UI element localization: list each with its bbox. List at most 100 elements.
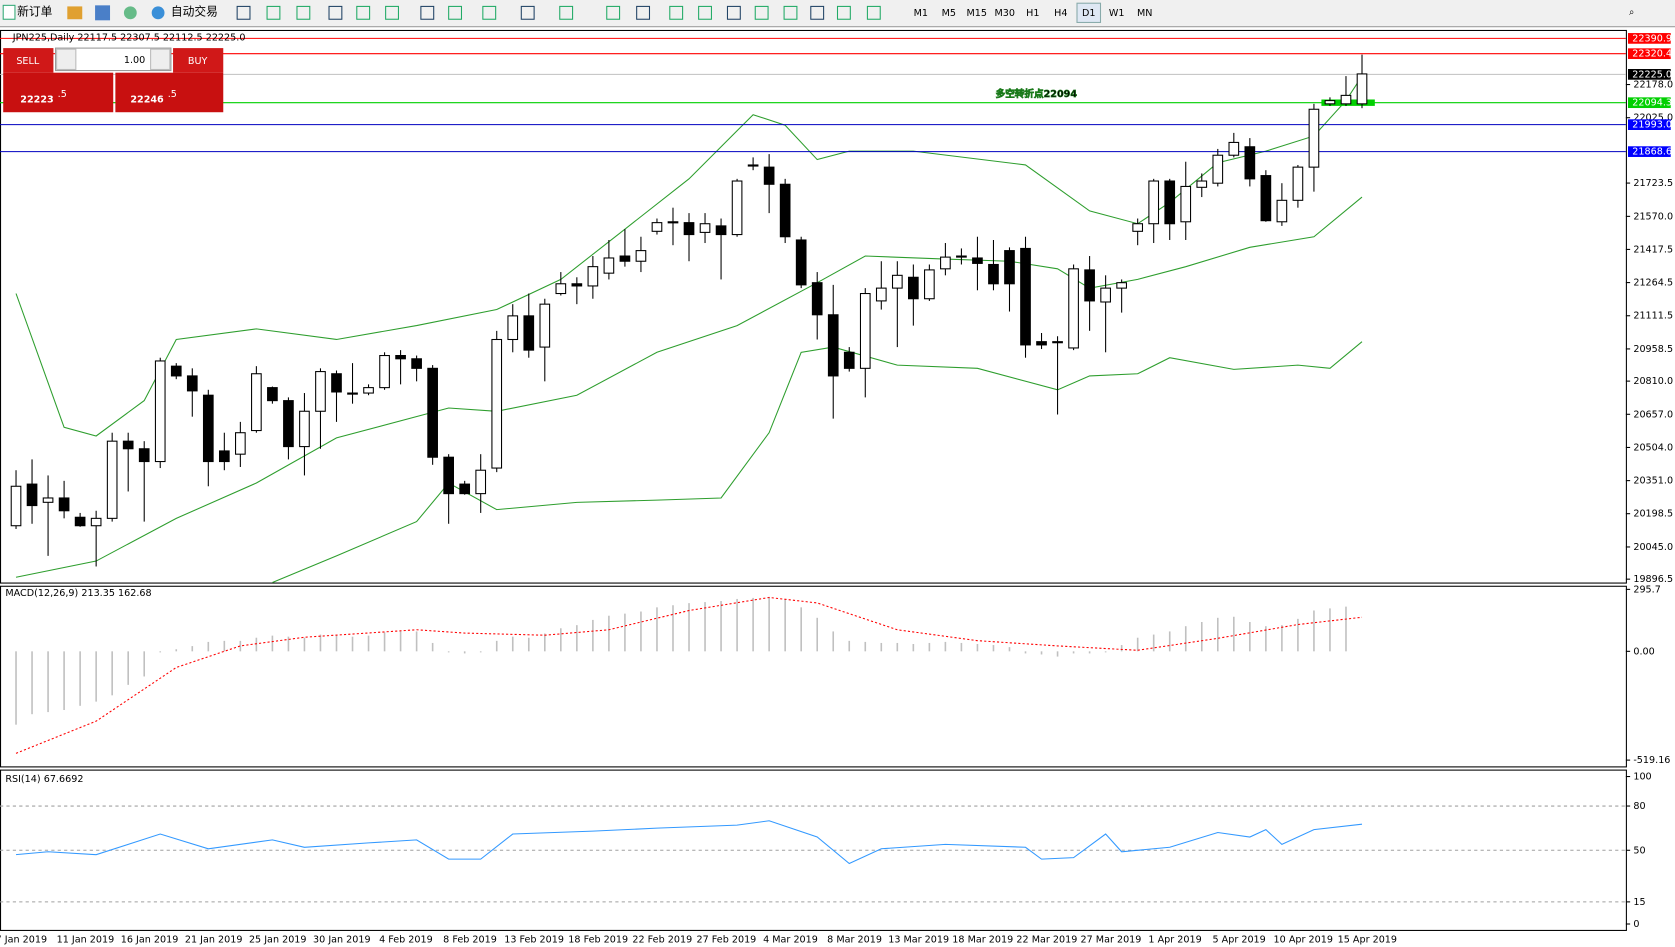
candle-body (859, 293, 871, 369)
candle-body (715, 225, 727, 236)
candle-body (1132, 223, 1144, 232)
price-level-label: 22320.4 (1632, 49, 1672, 60)
tool-icon[interactable] (754, 5, 769, 20)
tool-icon[interactable] (810, 5, 825, 20)
tool-icon[interactable] (236, 5, 251, 20)
price-level-label: 21993.0 (1632, 120, 1672, 131)
tool-icon[interactable] (698, 5, 712, 20)
timeframe-button[interactable]: M1 (914, 8, 928, 19)
x-tick-label: 22 Feb 2019 (632, 935, 692, 946)
timeframe-button[interactable]: D1 (1082, 8, 1096, 19)
candle-body (42, 497, 54, 503)
candle-body (940, 256, 951, 270)
timeframe-button[interactable]: H4 (1054, 8, 1067, 19)
candle-body (363, 387, 374, 394)
candle-body (667, 221, 679, 224)
new-order-button[interactable]: 新订单 (2, 4, 53, 20)
tool-icon[interactable] (520, 5, 535, 20)
timeframe-button[interactable]: M15 (967, 8, 988, 19)
tool-icon[interactable] (482, 5, 497, 20)
button-label: 自动交易 (171, 4, 218, 18)
candle-body (10, 485, 22, 527)
y-tick-label: 21264.5 (1633, 278, 1673, 289)
macd-signal (15, 596, 1363, 754)
ask-box[interactable] (115, 72, 224, 113)
timeframe-button[interactable]: H1 (1026, 8, 1039, 19)
auto-trading-button[interactable]: 自动交易 (151, 4, 218, 20)
y-tick-label: 21723.5 (1633, 178, 1673, 189)
timeframe-button[interactable]: M5 (942, 8, 956, 19)
lots-up[interactable] (150, 48, 171, 71)
tool-icon[interactable] (328, 5, 343, 20)
y-tick-label: 22025.0 (1633, 113, 1673, 124)
icon (151, 6, 165, 20)
tool-icon[interactable] (266, 5, 281, 20)
candle-body (491, 338, 503, 469)
sell-label: SELL (16, 56, 40, 67)
bid-pips: .5 (58, 89, 67, 100)
tool-icon[interactable] (296, 5, 311, 20)
macd-chart: 295.7 0.00 -519.16 (15, 584, 1670, 766)
y-tick-label: 21111.5 (1633, 311, 1673, 322)
icon[interactable] (123, 6, 137, 20)
candle-body (603, 257, 615, 274)
candle-body (827, 314, 839, 377)
candle-body (186, 375, 198, 392)
price-level-box (1627, 33, 1671, 44)
sell-button[interactable] (3, 48, 54, 73)
icon[interactable] (67, 6, 83, 20)
bid-box[interactable] (3, 72, 114, 113)
x-tick-label: 5 Apr 2019 (1213, 935, 1266, 946)
price-level-label: 21868.6 (1632, 147, 1672, 158)
candle-body (699, 223, 711, 233)
tool-icon[interactable] (559, 5, 574, 20)
timeframe-button[interactable]: M30 (995, 8, 1016, 19)
price-chart: 22178.0 22025.0 21723.5 21570.0 21417.5 21264… (0, 33, 1673, 585)
tool-icon[interactable] (866, 5, 881, 20)
x-tick-label: 10 Apr 2019 (1274, 935, 1333, 946)
price-level-box (1627, 146, 1671, 157)
search-icon[interactable]: ⌕ (1629, 7, 1634, 18)
timeframe-button[interactable]: MN (1137, 8, 1152, 19)
candle-body (539, 303, 551, 348)
y-tick-label: 50 (1633, 845, 1645, 856)
y-tick-label: 15 (1633, 897, 1645, 908)
tool-icon[interactable] (420, 5, 435, 20)
lots-down[interactable] (56, 48, 77, 71)
candle-body (1212, 154, 1224, 184)
rsi-line (15, 820, 1363, 865)
buy-button[interactable] (173, 48, 224, 73)
timeframe-button[interactable]: W1 (1109, 8, 1125, 19)
lots-input[interactable] (55, 47, 172, 72)
timeframe-bar: M1 M5 M15 M30 H1 H4 D1 W1 MN (914, 2, 1152, 23)
candle-body (1228, 141, 1240, 156)
candle-body (875, 287, 887, 302)
tool-icon[interactable] (783, 5, 798, 20)
candle-body (331, 373, 342, 393)
x-tick-label: 27 Mar 2019 (1081, 935, 1142, 946)
price-level-box (1627, 119, 1671, 130)
icon[interactable] (95, 5, 111, 21)
tool-icon[interactable] (836, 5, 851, 20)
tool-icon[interactable] (385, 5, 399, 20)
candle-body (1116, 282, 1127, 289)
tool-icon[interactable] (726, 5, 741, 20)
tool-icon[interactable] (356, 5, 371, 20)
tool-icon[interactable] (669, 5, 684, 20)
icon (2, 4, 16, 20)
y-tick-label: 20504.0 (1633, 442, 1673, 453)
annotation: 多空转折点22094 (996, 88, 1078, 100)
tool-icon[interactable] (636, 5, 651, 20)
price-level-box (1627, 97, 1671, 109)
x-tick-label: 16 Jan 2019 (121, 935, 179, 946)
tool-icon[interactable] (606, 5, 621, 20)
x-tick-label: 8 Feb 2019 (443, 935, 497, 946)
tool-icon[interactable] (448, 5, 463, 20)
bid-price: 22223 (20, 94, 53, 105)
candle-body (235, 432, 246, 455)
candle-body (395, 355, 406, 360)
chart-title: JPN225,Daily 22117.5 22307.5 22112.5 222… (12, 32, 246, 43)
button-label: 新订单 (17, 4, 52, 18)
candle-body (218, 450, 230, 463)
